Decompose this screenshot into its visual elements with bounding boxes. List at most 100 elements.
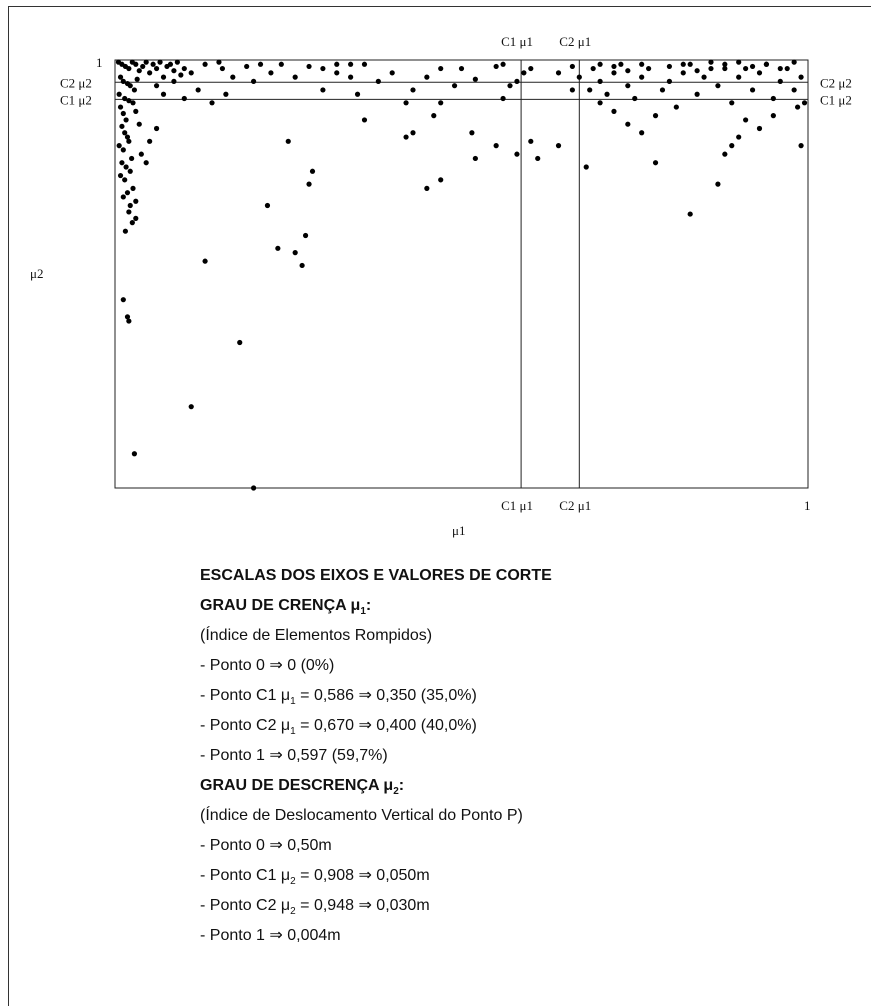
data-point — [223, 91, 229, 97]
data-point — [268, 70, 274, 76]
data-point — [722, 151, 728, 157]
cut-label-right-h-2: C1 μ2 — [820, 92, 852, 107]
data-point — [136, 121, 142, 127]
data-point — [299, 262, 305, 269]
disbelief-point-1: - Ponto 1 ⇒ 0,004m — [200, 927, 341, 944]
figure-frame — [8, 6, 871, 1006]
data-point — [777, 78, 783, 84]
data-point — [756, 70, 763, 76]
data-point — [587, 87, 593, 93]
data-point — [119, 123, 125, 129]
data-point — [216, 59, 222, 65]
data-point — [257, 61, 264, 67]
data-point — [708, 59, 714, 65]
data-point — [126, 209, 132, 215]
data-point — [134, 76, 140, 82]
data-point — [535, 155, 541, 162]
data-point — [618, 61, 624, 67]
data-point — [306, 63, 312, 70]
cut-lines — [115, 60, 808, 488]
data-point — [116, 91, 122, 97]
data-point — [354, 91, 361, 97]
data-point — [209, 100, 215, 106]
data-point — [123, 117, 129, 123]
data-point — [659, 87, 666, 93]
data-point — [202, 258, 208, 264]
data-point — [736, 59, 742, 65]
data-point — [722, 65, 728, 72]
data-point — [117, 172, 124, 179]
data-point — [153, 125, 160, 132]
data-point — [278, 61, 284, 67]
data-point — [127, 202, 133, 209]
data-point — [120, 78, 126, 84]
data-point — [251, 485, 257, 491]
data-point — [743, 65, 749, 72]
data-point — [625, 68, 631, 74]
data-point — [798, 74, 804, 80]
data-point — [133, 108, 139, 114]
data-point — [130, 100, 136, 106]
data-point — [743, 117, 749, 123]
belief-description: (Índice de Elementos Rompidos) — [200, 627, 433, 644]
data-point — [729, 100, 735, 106]
data-point — [127, 83, 133, 89]
data-point — [136, 68, 142, 74]
belief-point-c2: - Ponto C2 μ1 = 0,670 ⇒ 0,400 (40,0%) — [200, 717, 477, 738]
data-point — [791, 59, 797, 65]
data-point — [438, 100, 444, 106]
data-point — [770, 113, 776, 119]
data-point — [130, 185, 136, 191]
data-point — [126, 318, 132, 324]
data-point — [320, 87, 326, 93]
cut-label-bottom-v-2: C2 μ1 — [559, 498, 591, 513]
data-point — [160, 74, 167, 80]
data-point — [285, 138, 291, 144]
data-point — [181, 65, 187, 72]
data-point — [138, 151, 144, 157]
data-point — [143, 160, 149, 166]
data-point — [673, 104, 679, 110]
data-point — [122, 228, 128, 234]
cut-label-top-v-2: C2 μ1 — [559, 34, 591, 49]
data-point — [122, 177, 128, 183]
data-point — [309, 168, 316, 174]
data-point — [722, 61, 728, 67]
disbelief-degree-title: GRAU DE DESCRENÇA μ2: — [200, 777, 405, 798]
data-point — [124, 134, 131, 140]
data-point — [687, 211, 693, 217]
data-point — [729, 143, 735, 149]
data-point — [120, 297, 126, 303]
data-point — [736, 134, 742, 140]
data-point — [230, 74, 236, 80]
data-point — [493, 143, 499, 149]
data-point — [514, 78, 520, 84]
data-point — [410, 87, 416, 93]
data-point — [219, 65, 226, 72]
data-point — [167, 61, 174, 67]
data-point — [117, 104, 124, 110]
data-point — [202, 61, 208, 67]
plot-area — [114, 59, 809, 489]
data-point — [639, 130, 645, 136]
data-point — [431, 113, 437, 119]
x-axis-label: μ1 — [452, 523, 465, 538]
data-point — [625, 121, 631, 127]
data-point — [122, 130, 128, 136]
legend-heading: ESCALAS DOS EIXOS E VALORES DE CORTE — [200, 567, 552, 584]
data-point — [611, 108, 617, 114]
x-tick-right: 1 — [804, 498, 811, 513]
data-point — [597, 61, 603, 67]
data-point — [147, 70, 153, 76]
data-point — [528, 65, 534, 72]
data-point — [171, 78, 177, 84]
data-point — [133, 61, 139, 67]
disbelief-point-c2: - Ponto C2 μ2 = 0,948 ⇒ 0,030m — [200, 897, 430, 918]
data-point — [639, 74, 645, 80]
data-point — [514, 151, 520, 157]
cut-label-bottom-v-1: C1 μ1 — [501, 498, 533, 513]
data-point — [715, 181, 721, 187]
data-point — [590, 65, 596, 72]
data-point — [438, 65, 444, 72]
data-point — [472, 76, 478, 82]
